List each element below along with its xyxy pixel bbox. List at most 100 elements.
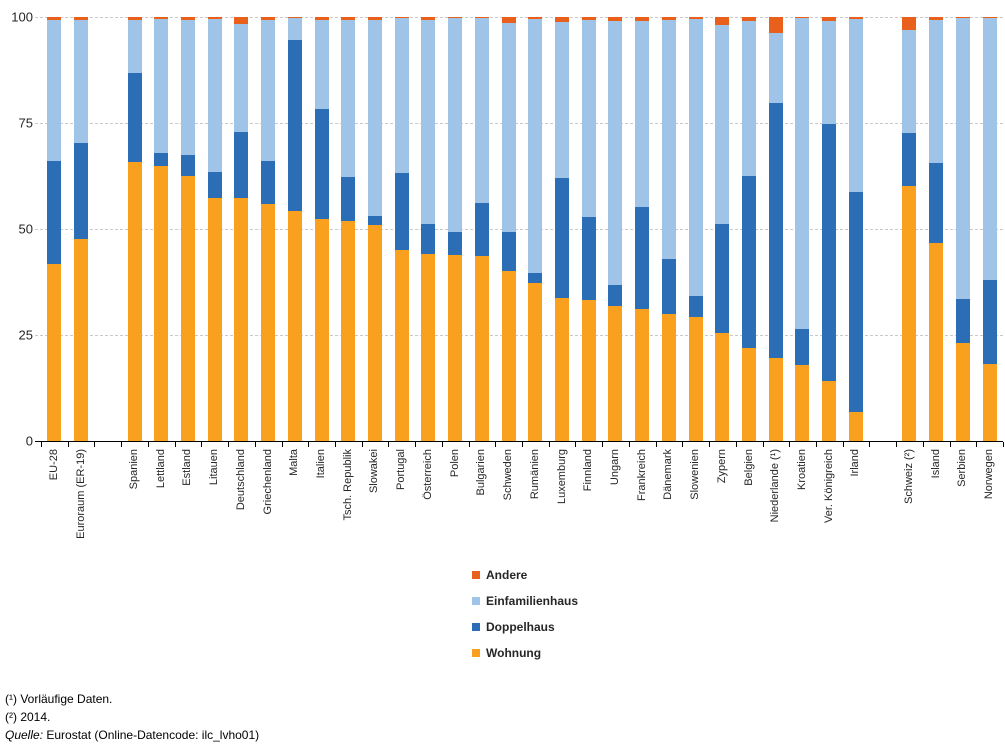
segment-andere <box>394 17 409 19</box>
x-axis-line <box>35 441 1003 442</box>
x-axis-tick <box>709 442 711 447</box>
segment-doppelhaus <box>848 191 863 412</box>
segment-wohnung <box>688 317 703 441</box>
segment-wohnung <box>608 306 623 441</box>
segment-andere <box>448 17 463 19</box>
bar-slot <box>415 17 442 441</box>
stacked-bar <box>47 17 62 441</box>
stacked-bar <box>982 17 997 441</box>
x-label-slot: Italien <box>308 449 335 564</box>
segment-wohnung <box>367 225 382 441</box>
segment-wohnung <box>742 348 757 441</box>
stacked-bar <box>608 17 623 441</box>
x-axis-tick <box>655 442 657 447</box>
x-label-slot: Polen <box>442 449 469 564</box>
x-axis-label: Estland <box>181 449 194 486</box>
x-axis-labels: EU-28 Euroraum (ER-19) Spanien Lettland Estl… <box>41 449 1003 564</box>
segment-wohnung <box>528 283 543 441</box>
x-axis-tick <box>94 442 96 447</box>
x-axis-tick <box>441 442 443 447</box>
x-label-slot: Ver. Königreich <box>816 449 843 564</box>
segment-doppelhaus <box>555 177 570 298</box>
x-axis-label: Ver. Königreich <box>822 449 835 523</box>
bar-slot <box>736 17 763 441</box>
segment-wohnung <box>47 263 62 441</box>
segment-einfamilienhaus <box>555 21 570 178</box>
stacked-bar <box>287 17 302 441</box>
segment-andere <box>207 17 222 20</box>
legend-label-doppelhaus: Doppelhaus <box>486 620 555 634</box>
segment-doppelhaus <box>394 173 409 251</box>
segment-einfamilienhaus <box>314 19 329 110</box>
stacked-bar <box>688 17 703 441</box>
segment-andere <box>127 17 142 20</box>
x-label-slot: Island <box>923 449 950 564</box>
segment-andere <box>982 17 997 19</box>
legend-swatch-wohnung <box>472 649 480 657</box>
segment-doppelhaus <box>635 207 650 310</box>
x-axis-tick <box>361 442 363 447</box>
legend: Andere Einfamilienhaus Doppelhaus Wohnung <box>472 562 578 666</box>
x-label-slot: Frankreich <box>629 449 656 564</box>
segment-andere <box>341 17 356 20</box>
bar-slot <box>255 17 282 441</box>
x-label-slot-gap <box>94 449 121 564</box>
segment-doppelhaus <box>127 72 142 162</box>
x-label-slot: Slowakei <box>362 449 389 564</box>
segment-andere <box>848 17 863 19</box>
segment-doppelhaus <box>448 231 463 256</box>
segment-einfamilienhaus <box>661 20 676 260</box>
x-axis-label: Frankreich <box>635 449 648 501</box>
bar-slot <box>201 17 228 441</box>
bar-slot <box>976 17 1003 441</box>
bar-slot <box>335 17 362 441</box>
segment-wohnung <box>902 186 917 441</box>
stacked-bar <box>581 17 596 441</box>
x-axis-label: Irland <box>849 449 862 477</box>
x-label-slot-gap <box>869 449 896 564</box>
segment-doppelhaus <box>287 39 302 212</box>
segment-wohnung <box>74 239 89 441</box>
x-axis-label: Belgien <box>742 449 755 486</box>
x-axis-tick <box>602 442 604 447</box>
x-axis-label: Österreich <box>421 449 434 500</box>
x-axis-tick <box>628 442 630 447</box>
segment-doppelhaus <box>742 176 757 349</box>
segment-einfamilienhaus <box>261 19 276 162</box>
segment-doppelhaus <box>501 232 516 271</box>
segment-andere <box>768 17 783 33</box>
segment-wohnung <box>314 219 329 441</box>
segment-andere <box>474 17 489 19</box>
stacked-bar <box>448 17 463 441</box>
x-axis-label: Niederlande (¹) <box>769 449 782 523</box>
x-label-slot: Euroraum (ER-19) <box>68 449 95 564</box>
segment-wohnung <box>421 253 436 441</box>
stacked-bar <box>341 17 356 441</box>
x-axis-tick <box>201 442 203 447</box>
bar-slot <box>923 17 950 441</box>
segment-wohnung <box>154 165 169 441</box>
x-axis-tick <box>67 442 69 447</box>
segment-andere <box>555 17 570 22</box>
stacked-bar <box>154 17 169 441</box>
segment-einfamilienhaus <box>180 19 195 156</box>
x-axis-label: Bulgarien <box>475 449 488 496</box>
x-label-slot: Portugal <box>388 449 415 564</box>
segment-doppelhaus <box>341 176 356 221</box>
segment-einfamilienhaus <box>74 20 89 143</box>
segment-einfamilienhaus <box>929 19 944 164</box>
bar-slot-gap <box>869 17 896 441</box>
x-axis-label: Lettland <box>154 449 167 489</box>
bar-slot <box>495 17 522 441</box>
x-label-slot: Kroatien <box>789 449 816 564</box>
x-axis-label: Portugal <box>395 449 408 490</box>
segment-einfamilienhaus <box>688 19 703 296</box>
segment-doppelhaus <box>608 284 623 307</box>
segment-wohnung <box>127 161 142 441</box>
stacked-bar <box>528 17 543 441</box>
segment-andere <box>608 17 623 22</box>
stacked-bar <box>848 17 863 441</box>
segment-doppelhaus <box>902 132 917 187</box>
stacked-bar <box>742 17 757 441</box>
bar-slot <box>896 17 923 441</box>
